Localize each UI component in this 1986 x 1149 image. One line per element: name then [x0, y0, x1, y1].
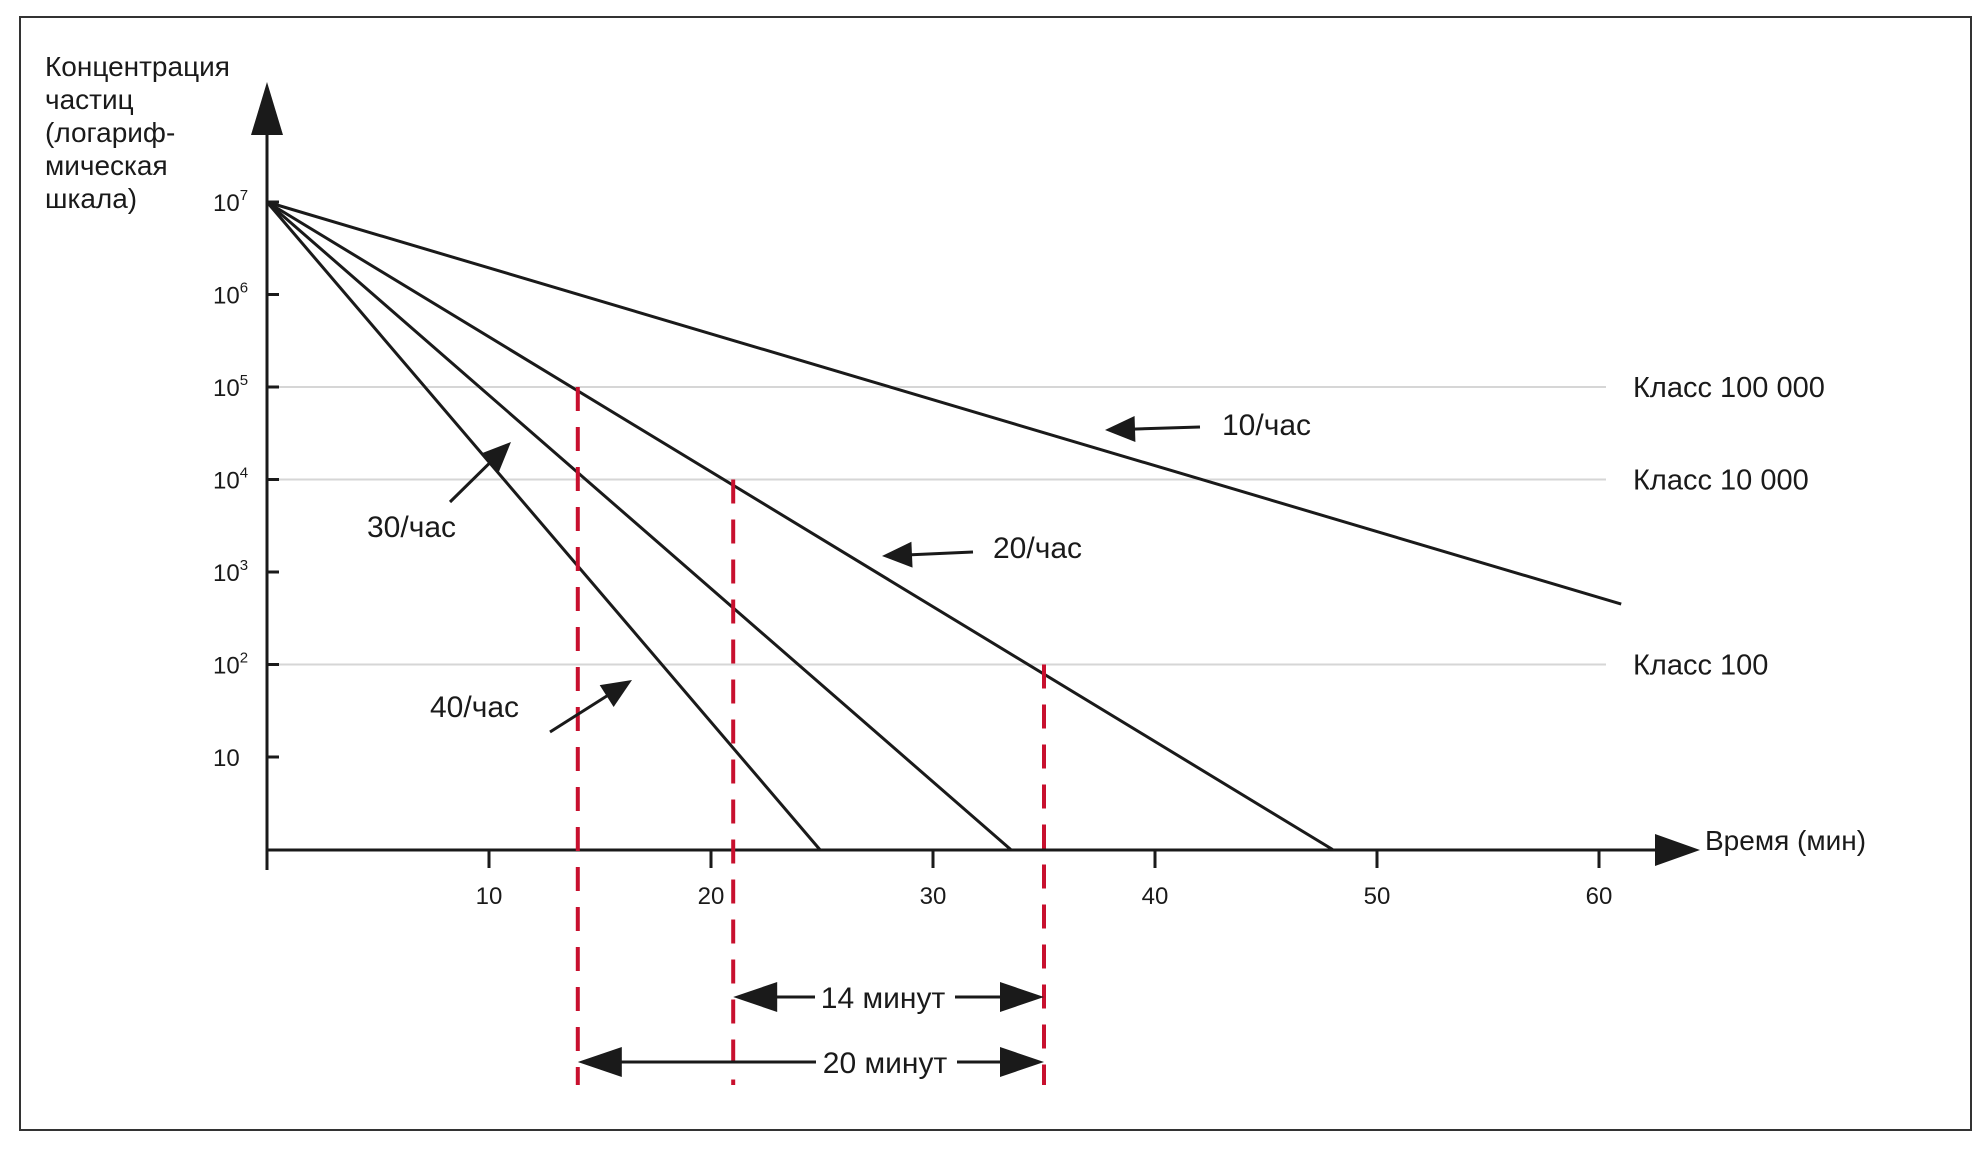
interval-label: 20 минут — [823, 1047, 948, 1080]
class-gridlines: Класс 100 000 Класс 10 000 Класс 100 — [267, 372, 1825, 682]
x-tick-label: 50 — [1364, 883, 1391, 910]
y-axis-arrow — [251, 82, 283, 135]
rate-label: 40/час — [430, 691, 519, 724]
y-axis-title-line: Концентрация — [45, 51, 230, 82]
interval-label: 14 минут — [821, 982, 946, 1015]
arrow-head — [882, 541, 913, 568]
class-label: Класс 100 — [1633, 650, 1768, 682]
y-axis-title-line: (логариф- — [45, 117, 175, 148]
arrow-shaft — [905, 550, 974, 557]
series-line — [266, 200, 1012, 851]
series-line — [265, 201, 821, 851]
series-lines — [265, 200, 1622, 851]
y-tick-label: 104 — [213, 465, 248, 495]
x-tick-label: 20 — [698, 883, 725, 910]
y-tick-label: 103 — [213, 557, 248, 587]
interval-annotation: 20 минут — [577, 1047, 1044, 1080]
series-line — [266, 200, 1334, 851]
y-tick-label: 105 — [213, 372, 248, 402]
arrow-shaft — [549, 691, 613, 734]
y-tick-label: 106 — [213, 280, 248, 310]
class-label: Класс 100 000 — [1633, 372, 1825, 404]
rate-arrow — [549, 680, 632, 734]
axes: 10 102 103 104 105 106 107 10 20 30 40 50 60 — [213, 82, 1700, 910]
series-line — [266, 200, 1622, 606]
interval-arrow-left — [733, 982, 778, 1012]
x-tick-label: 40 — [1142, 883, 1169, 910]
y-axis-title-line: частиц — [45, 84, 134, 115]
y-tick-label: 102 — [213, 650, 248, 680]
marker-lines — [575, 387, 1046, 1085]
x-axis-arrow — [1655, 834, 1700, 866]
y-tick-label: 107 — [213, 187, 248, 217]
y-axis-title-line: шкала) — [45, 183, 137, 214]
y-axis-title-line: мическая — [45, 150, 168, 181]
class-label: Класс 10 000 — [1633, 465, 1809, 497]
rate-arrow — [448, 442, 511, 504]
arrow-shaft — [448, 457, 495, 504]
arrow-shaft — [1128, 425, 1201, 431]
arrow-head — [1105, 416, 1136, 443]
rate-label: 10/час — [1222, 409, 1311, 442]
x-tick-label: 30 — [920, 883, 947, 910]
annotations: 10/час 20/час 30/час 40/час 14 минут 20 минут — [367, 409, 1311, 1080]
rate-label: 20/час — [993, 532, 1082, 565]
x-axis-title: Время (мин) — [1705, 825, 1866, 856]
rate-arrow — [1105, 416, 1201, 443]
y-axis-title: Концентрация частиц (логариф- мическая ш… — [45, 51, 230, 214]
interval-arrow-right — [1000, 1047, 1044, 1077]
chart-frame — [19, 16, 1972, 1131]
interval-arrow-right — [1000, 982, 1044, 1012]
x-tick-label: 10 — [476, 883, 503, 910]
rate-arrow — [882, 541, 974, 568]
arrow-head — [599, 680, 632, 708]
arrow-head — [480, 442, 511, 473]
interval-annotation: 14 минут — [733, 982, 1044, 1015]
interval-arrow-left — [577, 1047, 622, 1077]
rate-label: 30/час — [367, 511, 456, 544]
x-tick-label: 60 — [1586, 883, 1613, 910]
y-tick-label: 10 — [213, 745, 240, 772]
